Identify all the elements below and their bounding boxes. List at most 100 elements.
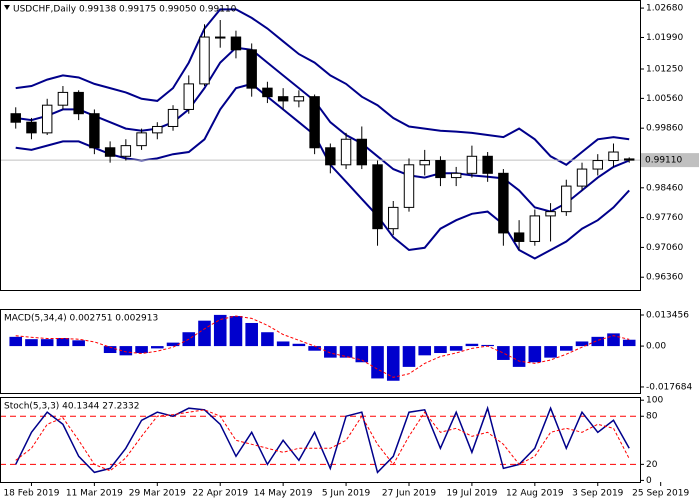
macd-bar: [135, 346, 148, 354]
panel-frame: [0, 0, 641, 291]
y-tick-label: 1.01990: [646, 33, 683, 43]
x-tick-label: 27 Jun 2019: [382, 489, 436, 499]
candle-body: [10, 113, 21, 123]
candle-body: [388, 206, 399, 230]
y-tick-label: 1.01250: [646, 64, 683, 74]
candle-body: [513, 232, 525, 242]
candle-body: [262, 87, 273, 98]
candle-body: [608, 151, 619, 162]
macd-bar: [528, 346, 542, 363]
macd-bar: [213, 314, 227, 347]
y-tick-label: 0.97760: [646, 213, 683, 223]
x-tick-label: 12 Aug 2019: [506, 489, 564, 499]
macd-bar: [40, 339, 54, 347]
macd-bar: [166, 342, 180, 347]
y-tick-label: 100: [646, 396, 663, 406]
y-tick-label: 0.98460: [646, 183, 683, 193]
candle-body: [498, 172, 509, 234]
y-tick-label: 0.013456: [646, 310, 689, 320]
macd-bar: [575, 341, 589, 347]
candle-body: [545, 211, 556, 217]
y-tick-label: -0.017684: [646, 382, 692, 392]
macd-bar: [355, 346, 369, 363]
macd-bar: [386, 346, 400, 381]
stoch-line: [15, 409, 630, 472]
candle-body: [325, 147, 336, 166]
macd-bar: [9, 336, 23, 347]
candle-body: [309, 96, 320, 149]
x-tick-label: 29 Mar 2019: [129, 489, 186, 499]
y-tick-label: 0.99860: [646, 124, 683, 134]
panel-frame: [0, 397, 641, 483]
candle-body: [215, 36, 226, 39]
candle-body: [199, 36, 210, 85]
candle-body: [482, 155, 493, 174]
candle-body: [592, 160, 603, 170]
y-tick-label: 80: [646, 412, 658, 422]
x-tick-label: 25 Sep 2019: [632, 489, 689, 499]
macd-bar: [103, 346, 117, 354]
x-tick-label: 19 Jul 2019: [446, 489, 497, 499]
candle-body: [403, 164, 415, 208]
y-tick-label: 1.00560: [646, 94, 683, 104]
candle-body: [340, 138, 352, 166]
candle-body: [246, 49, 257, 89]
y-tick-label: 1.02680: [646, 4, 683, 14]
panel-title: USDCHF,Daily 0.99138 0.99175 0.99050 0.9…: [13, 5, 237, 15]
macd-bar: [560, 346, 573, 351]
panel-frame: [0, 309, 641, 394]
macd-bar: [622, 339, 636, 347]
y-tick-label: 0.00: [646, 342, 666, 352]
macd-bar: [151, 346, 164, 349]
candle-body: [230, 36, 242, 51]
bollinger-middle: [15, 46, 630, 213]
candle-body: [576, 168, 588, 187]
candle-body: [183, 83, 194, 110]
x-tick-label: 14 May 2019: [254, 489, 313, 499]
macd-bar: [324, 346, 337, 358]
macd-bar: [72, 340, 85, 347]
macd-bar: [229, 316, 243, 347]
macd-bar: [497, 346, 510, 360]
candle-body: [57, 91, 69, 106]
macd-bar: [276, 341, 290, 347]
stoch-line: [15, 405, 630, 474]
candle-body: [104, 147, 116, 157]
macd-bar: [245, 322, 258, 347]
bollinger-upper: [15, 8, 630, 166]
candle-body: [435, 160, 446, 179]
macd-bar: [198, 320, 211, 347]
candle-body: [277, 96, 289, 102]
x-tick-label: 11 Mar 2019: [66, 489, 123, 499]
macd-bar: [25, 339, 38, 347]
candle-body: [167, 108, 179, 127]
candle-body: [293, 96, 305, 102]
x-tick-label: 5 Jun 2019: [322, 489, 371, 499]
candle-body: [120, 145, 132, 157]
x-tick-label: 3 Sep 2019: [572, 489, 624, 499]
macd-bar: [449, 346, 463, 351]
macd-bar: [56, 338, 70, 347]
candle-body: [41, 104, 53, 134]
candle-body: [450, 172, 462, 179]
last-price-box: [641, 153, 699, 168]
candle-body: [89, 113, 100, 149]
candle-body: [136, 132, 147, 147]
macd-bar: [481, 344, 494, 347]
macd-bar: [371, 346, 384, 379]
candle-body: [152, 125, 163, 134]
macd-bar: [465, 343, 479, 347]
last-price-label: 0.99110: [645, 156, 682, 166]
panel-title: MACD(5,34,4) 0.002751 0.002913: [4, 314, 158, 324]
y-tick-label: 0.97060: [646, 243, 683, 253]
candle-body: [623, 158, 635, 161]
macd-bar: [418, 346, 432, 356]
macd-bar: [512, 346, 526, 367]
panel-title: Stoch(5,3,3) 40.1344 27.2332: [4, 402, 139, 412]
title-icon: [4, 5, 10, 10]
y-tick-label: 0.96360: [646, 273, 683, 283]
candle-body: [73, 91, 84, 115]
macd-bar: [292, 343, 306, 347]
candle-body: [26, 121, 37, 134]
